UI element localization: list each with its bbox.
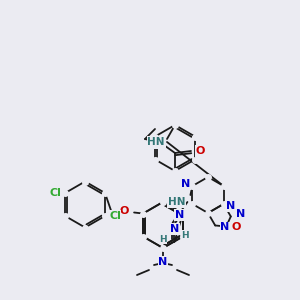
Text: H: H <box>159 235 167 244</box>
Text: HN: HN <box>148 137 165 147</box>
Text: N: N <box>175 210 184 220</box>
Text: N: N <box>236 209 245 220</box>
Text: H: H <box>182 230 189 239</box>
Text: O: O <box>231 221 241 232</box>
Text: N: N <box>170 224 179 234</box>
Text: N: N <box>226 201 235 211</box>
Text: N: N <box>220 223 230 232</box>
Text: O: O <box>120 206 129 215</box>
Text: N: N <box>181 179 190 189</box>
Text: Cl: Cl <box>49 188 61 198</box>
Text: Cl: Cl <box>109 211 121 221</box>
Text: N: N <box>158 257 168 267</box>
Text: O: O <box>196 146 206 156</box>
Text: HN: HN <box>168 197 185 207</box>
Text: O: O <box>148 138 157 148</box>
